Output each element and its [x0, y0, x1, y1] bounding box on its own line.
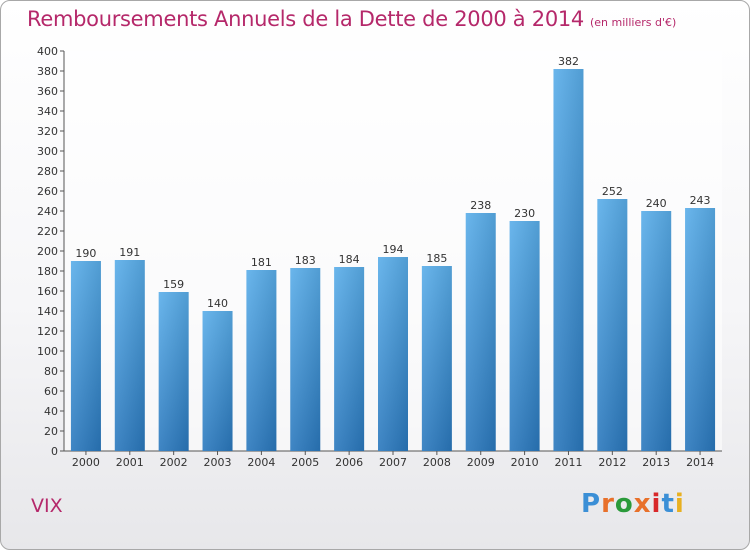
bar-shade: [202, 311, 233, 451]
x-tick-label: 2009: [467, 456, 495, 469]
data-label: 252: [602, 185, 623, 198]
data-label: 194: [383, 243, 404, 256]
x-tick-label: 2011: [554, 456, 582, 469]
logo-letter: P: [581, 489, 602, 519]
y-tick-label: 40: [44, 405, 58, 418]
x-tick-label: 2006: [335, 456, 363, 469]
logo-letter: i: [674, 489, 685, 519]
chart-title-text: Remboursements Annuels de la Dette de 20…: [27, 7, 584, 31]
bar-shade: [685, 208, 716, 451]
y-tick-label: 100: [37, 345, 58, 358]
y-tick-label: 360: [37, 85, 58, 98]
logo-letter: r: [601, 489, 615, 519]
bar-shade: [334, 267, 365, 451]
logo-letter: t: [661, 489, 675, 519]
y-tick-label: 240: [37, 205, 58, 218]
logo-letter: x: [633, 489, 652, 519]
data-label: 243: [690, 194, 711, 207]
chart-title: Remboursements Annuels de la Dette de 20…: [27, 7, 676, 31]
bar-shade: [509, 221, 540, 451]
y-tick-label: 0: [51, 445, 58, 458]
chart-subtitle: (en milliers d'€): [590, 16, 677, 29]
x-tick-label: 2005: [291, 456, 319, 469]
bar-shade: [158, 292, 189, 451]
x-tick-label: 2008: [423, 456, 451, 469]
y-tick-label: 80: [44, 365, 58, 378]
y-tick-label: 320: [37, 125, 58, 138]
y-tick-label: 380: [37, 65, 58, 78]
bar-shade: [465, 213, 496, 451]
y-tick-label: 200: [37, 245, 58, 258]
x-tick-label: 2002: [160, 456, 188, 469]
bar-shade: [553, 69, 584, 451]
data-label: 159: [163, 278, 184, 291]
bar-shade: [246, 270, 277, 451]
proxiti-logo: Proxiti: [581, 489, 685, 519]
y-tick-label: 220: [37, 225, 58, 238]
commune-name: VIX: [31, 495, 63, 517]
data-label: 140: [207, 297, 228, 310]
logo-letter: o: [614, 489, 634, 519]
data-label: 240: [646, 197, 667, 210]
bar-shade: [114, 260, 145, 451]
x-tick-label: 2001: [116, 456, 144, 469]
y-tick-label: 340: [37, 105, 58, 118]
y-tick-label: 20: [44, 425, 58, 438]
y-tick-label: 120: [37, 325, 58, 338]
data-label: 185: [426, 252, 447, 265]
x-tick-label: 2000: [72, 456, 100, 469]
data-label: 191: [119, 246, 140, 259]
y-tick-label: 60: [44, 385, 58, 398]
bar-shade: [597, 199, 628, 451]
logo-letter: i: [651, 489, 662, 519]
data-label: 183: [295, 254, 316, 267]
x-tick-label: 2007: [379, 456, 407, 469]
data-label: 230: [514, 207, 535, 220]
y-tick-label: 180: [37, 265, 58, 278]
data-label: 190: [75, 247, 96, 260]
data-label: 184: [339, 253, 360, 266]
x-tick-label: 2003: [204, 456, 232, 469]
x-tick-label: 2012: [598, 456, 626, 469]
bar-shade: [641, 211, 672, 451]
x-tick-label: 2014: [686, 456, 714, 469]
data-label: 181: [251, 256, 272, 269]
bar-shade: [290, 268, 321, 451]
x-tick-label: 2013: [642, 456, 670, 469]
x-tick-label: 2010: [511, 456, 539, 469]
data-label: 382: [558, 55, 579, 68]
bar-shade: [421, 266, 452, 451]
y-tick-label: 300: [37, 145, 58, 158]
y-tick-label: 260: [37, 185, 58, 198]
bar-shade: [70, 261, 101, 451]
y-tick-label: 140: [37, 305, 58, 318]
bar-shade: [378, 257, 408, 451]
y-tick-label: 280: [37, 165, 58, 178]
x-tick-label: 2004: [247, 456, 275, 469]
y-tick-label: 160: [37, 285, 58, 298]
y-tick-label: 400: [37, 45, 58, 58]
data-label: 238: [470, 199, 491, 212]
